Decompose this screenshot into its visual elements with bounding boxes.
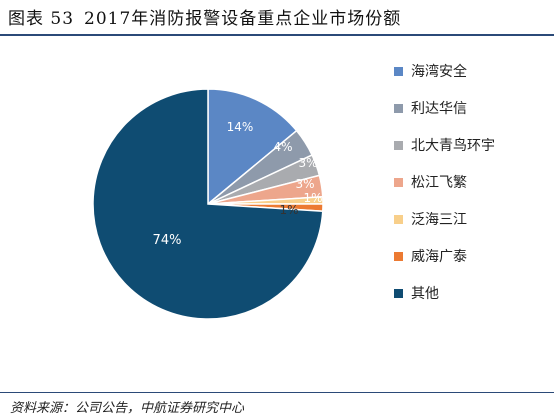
chart-legend: 海湾安全利达华信北大青鸟环宇 松江飞繁泛海三江威海广泰其他 [394,64,544,323]
pie-data-label-3: 3% [298,156,317,170]
legend-label: 利达华信 [411,101,467,117]
pie-slice-7 [92,88,324,320]
pie-data-label-7: 74% [153,233,182,248]
legend-label: 海湾安全 [411,64,467,80]
legend-label: 泛海三江 [411,212,467,228]
legend-item: 北大青鸟环宇 [394,138,544,154]
legend-label: 松江飞繁 [411,175,467,191]
legend-item: 松江飞繁 [394,175,544,191]
legend-swatch [394,177,403,187]
pie-slice-1 [207,88,298,206]
source-note: 资料来源：公司公告，中航证券研究中心 [10,401,245,416]
legend-label: 其他 [411,286,439,302]
figure-title-text: 2017年消防报警设备重点企业市场份额 [84,9,402,29]
pie-data-label-6: 1% [279,203,298,217]
pie-data-label-2: 4% [273,140,292,154]
legend-label: 北大青鸟环宇 [411,138,495,154]
title-divider [0,34,554,36]
pie-data-label-1: 14% [227,120,254,134]
legend-item: 利达华信 [394,101,544,117]
legend-item: 泛海三江 [394,212,544,228]
legend-swatch [394,288,403,298]
figure-number: 图表 53 [8,9,75,29]
source-divider [0,392,554,393]
legend-swatch [394,251,403,261]
legend-item: 其他 [394,286,544,302]
figure-title: 图表 53 2017年消防报警设备重点企业市场份额 [8,4,401,29]
legend-item: 海湾安全 [394,64,544,80]
legend-swatch [394,214,403,224]
pie-data-label-4: 3% [295,177,314,191]
pie-data-label-5: 1% [303,191,322,205]
legend-swatch [394,140,403,150]
legend-label: 威海广泰 [411,249,467,265]
legend-item: 威海广泰 [394,249,544,265]
legend-swatch [394,103,403,113]
legend-swatch [394,66,403,76]
